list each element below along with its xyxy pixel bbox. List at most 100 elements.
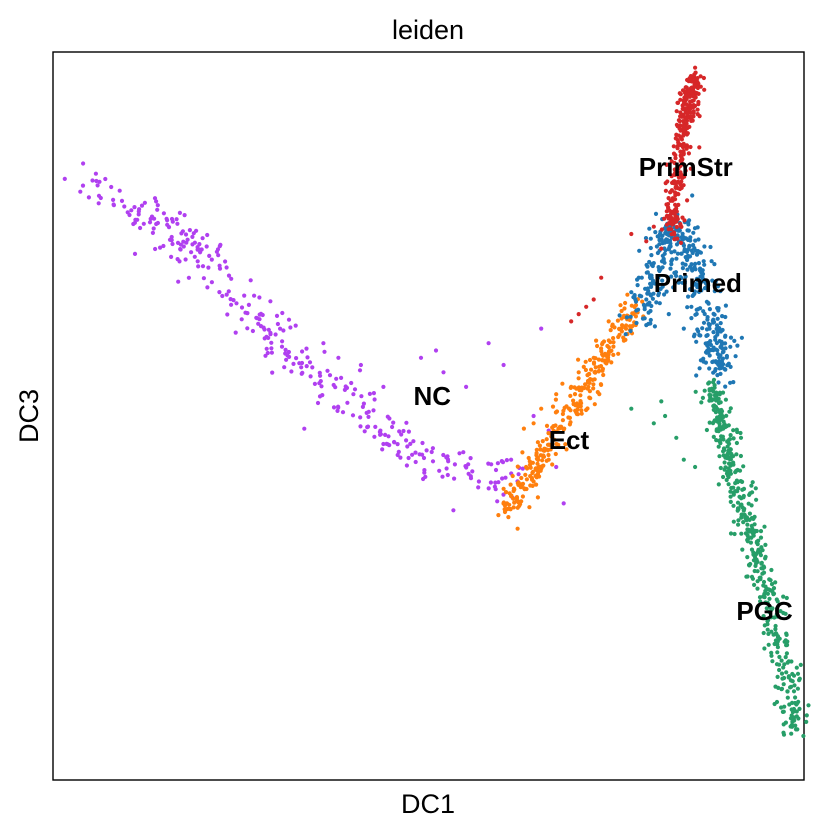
data-point	[594, 338, 599, 343]
data-point	[524, 486, 529, 492]
data-point	[509, 494, 514, 499]
data-point	[702, 244, 707, 249]
data-point	[334, 376, 339, 381]
data-point	[357, 368, 363, 373]
series-ect	[496, 292, 646, 531]
data-point	[677, 91, 682, 96]
data-point	[748, 491, 753, 496]
data-point	[775, 599, 780, 604]
data-point	[149, 214, 155, 219]
data-point	[723, 397, 729, 402]
data-point	[674, 242, 680, 247]
data-point	[672, 181, 677, 186]
data-point	[694, 339, 699, 344]
data-point	[270, 370, 275, 375]
data-point	[696, 81, 701, 86]
data-point	[682, 281, 687, 286]
data-point	[783, 720, 789, 725]
data-point	[256, 321, 261, 326]
data-point	[694, 373, 699, 378]
data-point	[680, 231, 685, 236]
data-point	[664, 162, 669, 167]
data-point	[697, 145, 702, 150]
data-point	[723, 384, 728, 389]
data-point	[761, 579, 767, 585]
data-point	[721, 424, 726, 429]
data-point	[385, 414, 390, 419]
data-point	[685, 77, 690, 83]
data-point	[731, 503, 736, 508]
data-point	[687, 107, 693, 112]
data-point	[664, 238, 669, 243]
data-point	[278, 326, 283, 331]
data-point	[659, 237, 664, 242]
data-point	[653, 281, 658, 286]
data-point	[695, 225, 700, 230]
data-point	[784, 670, 789, 675]
data-point	[666, 205, 671, 210]
data-point	[679, 137, 685, 142]
data-point	[441, 452, 446, 458]
data-point	[531, 421, 536, 426]
data-point	[531, 413, 536, 419]
data-point	[615, 318, 621, 323]
data-point	[806, 703, 811, 708]
data-point	[175, 257, 180, 262]
data-point	[617, 327, 622, 332]
data-point	[520, 466, 525, 471]
data-point	[667, 238, 673, 244]
data-point	[753, 555, 758, 560]
data-point	[90, 178, 95, 183]
data-point	[795, 701, 800, 706]
data-point	[773, 623, 778, 629]
data-point	[759, 560, 764, 566]
data-point	[668, 266, 673, 271]
data-point	[315, 400, 321, 406]
data-point	[762, 524, 767, 529]
data-point	[596, 357, 602, 362]
data-point	[242, 293, 247, 298]
data-point	[651, 224, 656, 229]
data-point	[735, 500, 741, 505]
data-point	[759, 566, 764, 571]
data-point	[576, 385, 582, 390]
data-point	[656, 291, 662, 296]
data-point	[718, 413, 723, 418]
data-point	[536, 457, 541, 462]
data-point	[664, 289, 669, 294]
data-point	[714, 438, 719, 443]
data-point	[755, 586, 760, 591]
data-point	[226, 273, 232, 278]
data-point	[785, 689, 790, 694]
data-point	[696, 91, 701, 96]
data-point	[229, 302, 234, 307]
data-point	[711, 311, 716, 316]
data-point	[139, 203, 145, 208]
data-point	[583, 382, 588, 387]
series-nc	[62, 161, 566, 513]
data-point	[716, 482, 721, 487]
cluster-label-pgc: PGC	[736, 596, 793, 626]
data-point	[679, 251, 684, 256]
data-point	[470, 469, 475, 474]
data-point	[698, 250, 704, 255]
data-point	[783, 655, 788, 660]
data-point	[693, 238, 698, 243]
data-point	[111, 202, 116, 207]
data-point	[712, 289, 717, 294]
data-point	[201, 276, 206, 281]
data-point	[693, 464, 698, 470]
data-point	[177, 210, 182, 215]
data-point	[727, 409, 732, 414]
data-point	[724, 353, 730, 359]
data-point	[670, 219, 675, 224]
data-point	[777, 654, 782, 660]
data-point	[659, 227, 665, 232]
data-point	[698, 84, 703, 89]
data-point	[774, 699, 780, 705]
data-point	[696, 261, 702, 266]
data-point	[579, 408, 584, 413]
data-point	[320, 393, 325, 398]
data-point	[190, 234, 195, 239]
data-point	[463, 464, 468, 469]
